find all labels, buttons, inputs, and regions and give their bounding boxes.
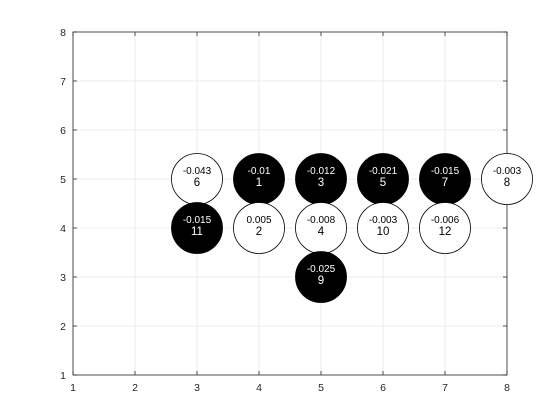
y-tick-label: 5 [60, 174, 66, 186]
x-tick-label: 8 [504, 382, 510, 394]
stone-value-label: -0.021 [369, 166, 398, 177]
stone-move-number: 10 [377, 226, 390, 238]
stone-value-label: -0.003 [493, 166, 522, 177]
x-tick-label: 7 [442, 382, 448, 394]
black-stone-1: -0.011 [233, 153, 285, 205]
x-tick-labels: 1 2 3 4 5 6 7 8 [70, 382, 510, 394]
stone-move-number: 2 [256, 226, 262, 238]
stone-value-label: -0.043 [183, 166, 212, 177]
x-tick-label: 6 [380, 382, 386, 394]
stone-value-label: -0.01 [248, 166, 271, 177]
y-tick-labels: 1 2 3 4 5 6 7 8 [60, 27, 66, 382]
x-tick-label: 5 [318, 382, 324, 394]
stone-move-number: 3 [318, 177, 324, 189]
stone-value-label: 0.005 [246, 215, 271, 226]
stone-disc [295, 251, 347, 303]
x-tick-label: 4 [256, 382, 262, 394]
x-tick-label: 1 [70, 382, 76, 394]
stone-move-number: 9 [318, 275, 324, 287]
stone-value-label: -0.015 [183, 215, 212, 226]
stone-disc [171, 202, 223, 254]
stones-layer: -0.0110.0052-0.0123-0.0084-0.0215-0.0436… [171, 153, 533, 303]
y-tick-label: 6 [60, 125, 66, 137]
stone-disc [357, 202, 409, 254]
stone-value-label: -0.025 [307, 264, 336, 275]
y-tick-label: 1 [60, 370, 66, 382]
x-tick-label: 2 [132, 382, 138, 394]
y-tick-label: 2 [60, 321, 66, 333]
stone-value-label: -0.006 [431, 215, 460, 226]
stone-value-label: -0.008 [307, 215, 336, 226]
stone-move-number: 8 [504, 177, 510, 189]
stone-disc [233, 202, 285, 254]
y-tick-label: 8 [60, 27, 66, 39]
y-tick-label: 3 [60, 272, 66, 284]
stone-move-number: 5 [380, 177, 386, 189]
stone-move-number: 1 [256, 177, 262, 189]
stone-disc [419, 202, 471, 254]
stone-move-number: 7 [442, 177, 448, 189]
stone-value-label: -0.015 [431, 166, 460, 177]
stone-move-number: 6 [194, 177, 200, 189]
stone-move-number: 4 [318, 226, 325, 238]
stone-move-number: 11 [191, 226, 203, 238]
stone-value-label: -0.012 [307, 166, 336, 177]
x-tick-label: 3 [194, 382, 200, 394]
stone-value-label: -0.003 [369, 215, 398, 226]
plot-background [73, 32, 507, 375]
stone-disc [481, 153, 533, 205]
y-tick-label: 7 [60, 76, 66, 88]
stone-move-number: 12 [439, 226, 452, 238]
y-tick-label: 4 [60, 223, 66, 235]
